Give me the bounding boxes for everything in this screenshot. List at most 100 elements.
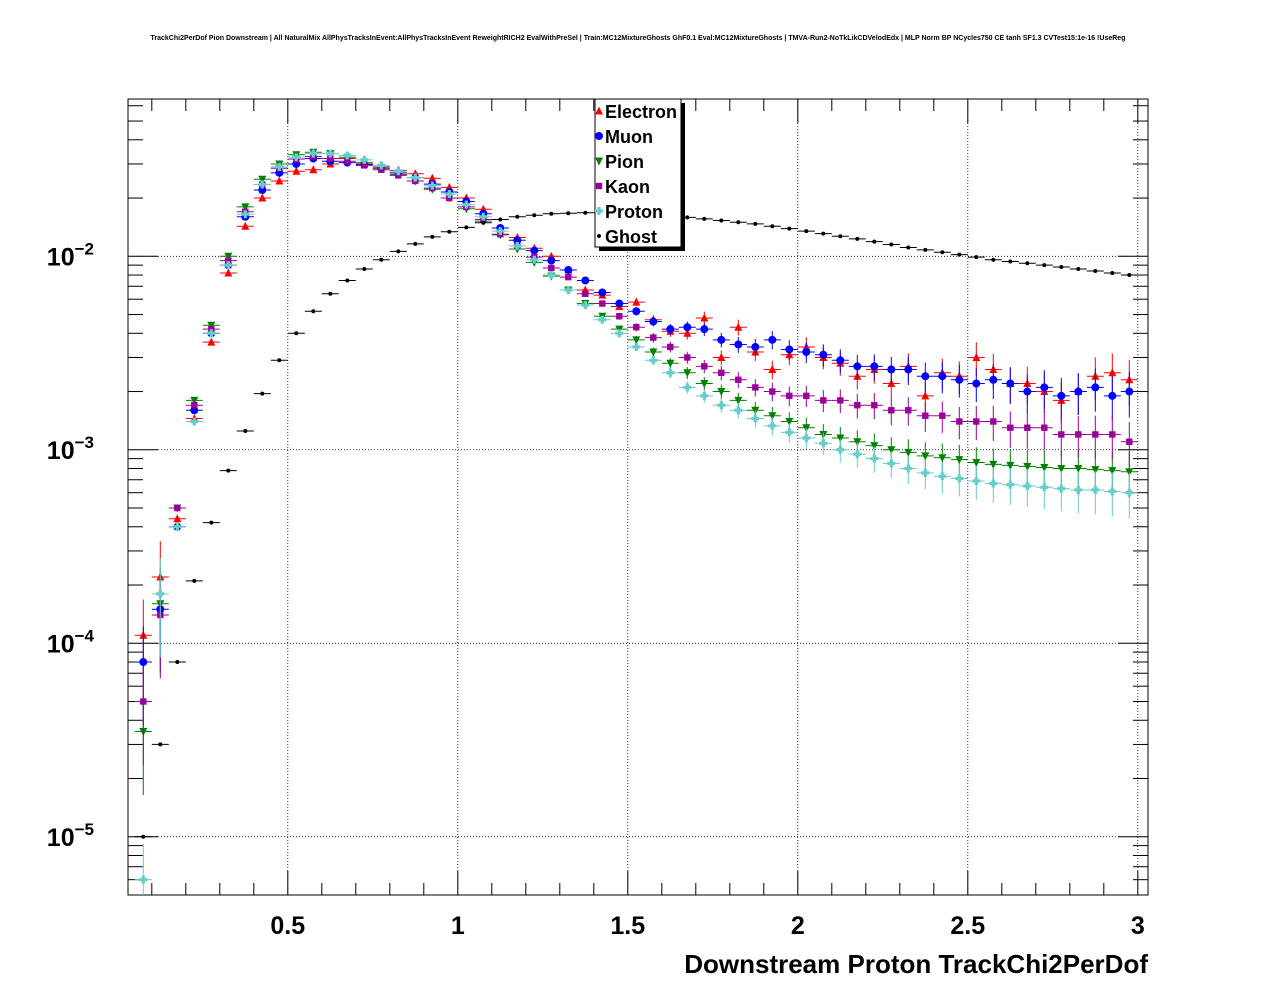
data-point <box>564 285 573 294</box>
data-point <box>921 391 930 400</box>
data-point <box>957 252 962 257</box>
data-point <box>566 211 571 216</box>
data-point <box>1110 270 1115 275</box>
data-point <box>207 321 216 330</box>
data-point <box>632 297 641 306</box>
data-point <box>294 331 299 336</box>
data-point <box>224 252 233 261</box>
data-point <box>430 234 435 239</box>
data-point <box>241 221 250 230</box>
data-point <box>888 407 895 414</box>
data-point <box>736 220 741 225</box>
data-point <box>446 194 453 202</box>
data-point <box>139 658 148 667</box>
data-point <box>581 301 590 310</box>
data-point <box>921 372 930 381</box>
data-point <box>700 313 709 322</box>
data-point <box>445 189 454 198</box>
data-point <box>990 418 997 425</box>
data-point <box>378 166 385 173</box>
data-point <box>292 153 301 162</box>
legend-marker-proton <box>595 207 604 215</box>
data-point <box>734 322 743 331</box>
data-point <box>649 356 658 365</box>
data-point <box>786 392 793 400</box>
legend: Electron Muon Pion Kaon Proton Ghost <box>594 98 685 251</box>
data-point <box>328 291 333 296</box>
data-point <box>1041 424 1048 431</box>
data-point <box>1126 438 1133 445</box>
data-point <box>769 388 776 395</box>
data-point <box>887 459 896 468</box>
chart-title: TrackChi2PerDof Pion Downstream | All Na… <box>150 35 1126 42</box>
data-point <box>717 401 726 410</box>
data-point <box>904 365 913 374</box>
data-point <box>751 342 760 351</box>
data-point <box>1057 465 1066 474</box>
data-point <box>804 229 809 234</box>
data-point <box>241 203 250 212</box>
data-point <box>1092 431 1099 438</box>
data-point <box>768 421 777 430</box>
legend-label-muon: Muon <box>605 127 653 147</box>
data-point <box>753 221 758 226</box>
data-point <box>666 359 675 368</box>
data-point <box>973 418 980 425</box>
data-point <box>1108 467 1117 476</box>
data-point <box>821 231 826 236</box>
data-point <box>921 468 930 477</box>
data-point <box>991 257 996 262</box>
data-point <box>649 317 658 326</box>
data-point <box>923 247 928 252</box>
data-point <box>768 412 777 421</box>
data-point <box>819 439 828 448</box>
data-point <box>1058 431 1065 438</box>
data-point <box>292 166 301 175</box>
data-point <box>889 242 894 247</box>
data-point <box>734 396 743 405</box>
data-point <box>513 242 522 251</box>
data-point <box>717 352 726 361</box>
data-point <box>1059 265 1064 270</box>
x-axis-label: Downstream Proton TrackChi2PerDof <box>684 949 1148 979</box>
data-point <box>972 458 981 467</box>
data-point <box>717 335 726 344</box>
legend-label-kaon: Kaon <box>605 177 650 197</box>
x-tick-label: 3 <box>1131 912 1145 940</box>
data-point <box>921 452 930 461</box>
x-tick-label: 1.5 <box>610 912 645 940</box>
data-point <box>853 450 862 459</box>
data-point <box>1024 424 1031 431</box>
data-point <box>1023 481 1032 490</box>
data-point <box>241 210 250 219</box>
legend-label-electron: Electron <box>605 102 677 122</box>
data-point <box>191 401 198 409</box>
data-point <box>498 217 503 222</box>
legend-label-ghost: Ghost <box>605 227 657 247</box>
data-point <box>718 369 725 376</box>
data-point <box>972 379 981 388</box>
series-proton <box>134 149 1138 895</box>
data-point <box>1023 462 1032 471</box>
data-point <box>666 368 675 377</box>
data-point <box>751 414 760 423</box>
data-point <box>275 176 284 185</box>
data-point <box>481 220 486 225</box>
data-point <box>1025 261 1030 266</box>
data-point <box>955 474 964 483</box>
data-point <box>1125 488 1134 497</box>
data-point <box>838 234 843 239</box>
data-point <box>395 172 402 179</box>
data-point <box>530 255 539 264</box>
data-point <box>700 325 709 334</box>
data-point <box>836 445 845 454</box>
data-point <box>361 162 368 169</box>
data-point <box>956 418 963 425</box>
data-point <box>226 468 231 473</box>
data-point <box>141 834 146 839</box>
data-point <box>260 391 265 396</box>
data-point <box>854 401 861 409</box>
data-point <box>700 380 709 389</box>
x-tick-label: 0.5 <box>270 912 305 940</box>
data-point <box>650 334 657 341</box>
